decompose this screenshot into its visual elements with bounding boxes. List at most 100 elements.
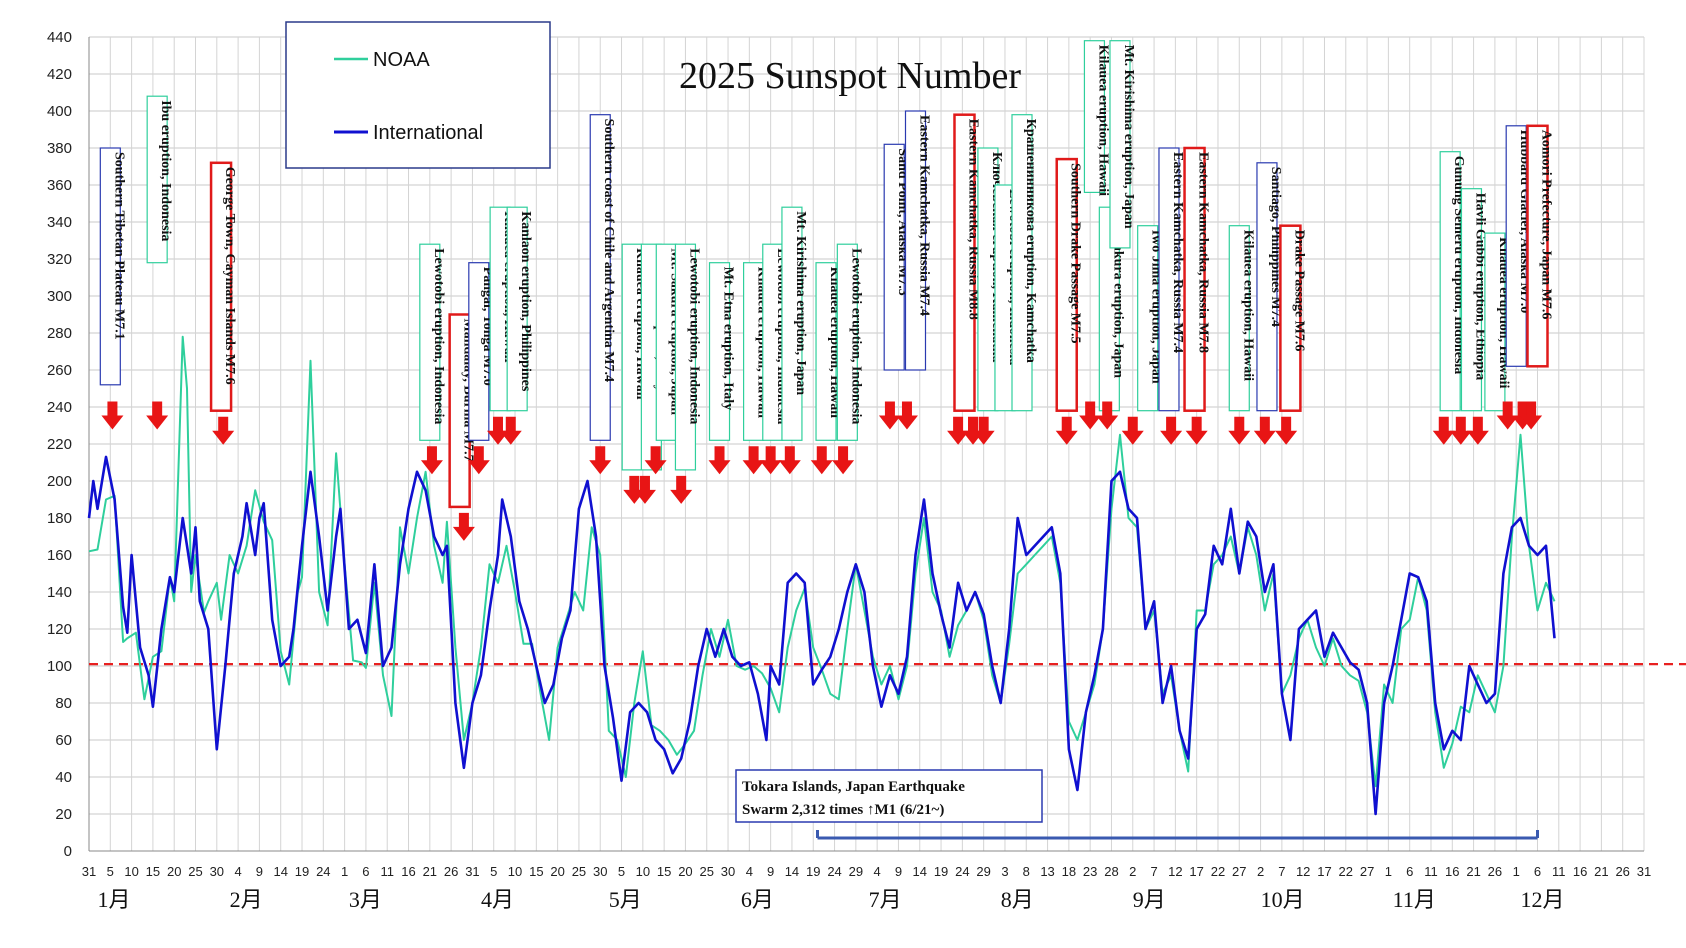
annotation-box <box>1109 40 1131 249</box>
y-tick-label: 60 <box>55 732 72 749</box>
y-tick-label: 120 <box>47 621 72 638</box>
y-tick-label: 240 <box>47 399 72 416</box>
legend-label-international: International <box>373 122 483 144</box>
annotation-arrow <box>1496 401 1519 430</box>
annotation-box <box>1183 146 1206 412</box>
y-tick-label: 320 <box>47 251 72 268</box>
annotation-30: Eastern Kamchatka, Russia M7.4 <box>1158 147 1185 445</box>
x-tick-label: 21 <box>1466 864 1480 879</box>
chart-grid <box>88 36 1645 852</box>
annotation-box <box>781 206 803 441</box>
x-tick-label: 9 <box>767 864 774 879</box>
annotation-arrow <box>972 416 995 445</box>
y-tick-label: 360 <box>47 177 72 194</box>
x-tick-label: 19 <box>934 864 948 879</box>
annotation-box <box>468 262 490 441</box>
annotation-arrow <box>1228 416 1251 445</box>
legend: NOAA International <box>285 21 551 169</box>
month-label: 7月 <box>869 887 902 912</box>
annotation-label: Mt. Etna eruption, Italy <box>721 267 736 411</box>
x-tick-label: 3 <box>1001 864 1008 879</box>
month-label: 5月 <box>609 887 642 912</box>
x-tick-label: 14 <box>785 864 799 879</box>
x-tick-label: 14 <box>273 864 287 879</box>
annotation-13: Mt. Etna eruption, Italy <box>708 262 736 475</box>
annotation-arrow <box>486 416 509 445</box>
x-tick-label: 21 <box>1594 864 1608 879</box>
y-tick-label: 40 <box>55 769 72 786</box>
annotation-box <box>1228 225 1250 412</box>
annotation-arrow <box>1096 401 1119 430</box>
annotation-box <box>1526 124 1549 368</box>
x-tick-label: 20 <box>550 864 564 879</box>
annotation-box <box>419 243 441 441</box>
annotation-label: Eastern Kamchatka, Russia M7.4 <box>916 115 931 316</box>
y-tick-label: 200 <box>47 473 72 490</box>
y-tick-label: 160 <box>47 547 72 564</box>
annotation-arrow <box>452 512 475 541</box>
annotation-label: Eastern Kamchatka, Russia M8.8 <box>965 119 980 320</box>
annotation-arrow <box>644 446 667 475</box>
annotation-arrow <box>467 446 490 475</box>
annotation-25: Southern Drake Passage M7.5 <box>1055 157 1083 445</box>
annotation-arrow <box>1449 416 1472 445</box>
x-tick-label: 12 <box>1168 864 1182 879</box>
x-tick-label: 15 <box>146 864 160 879</box>
y-tick-label: 420 <box>47 66 72 83</box>
x-tick-label: 10 <box>636 864 650 879</box>
annotation-arrow <box>420 446 443 475</box>
x-tick-label: 30 <box>721 864 735 879</box>
annotation-3: Lewotobi eruption, Indonesia <box>419 243 446 475</box>
annotation-32: Kilauea eruption, Hawaii <box>1228 225 1255 445</box>
annotation-arrow <box>1466 416 1489 445</box>
annotation-box <box>1279 224 1302 412</box>
month-label: 11月 <box>1393 887 1436 912</box>
annotation-arrow <box>810 446 833 475</box>
x-tick-label: 4 <box>874 864 881 879</box>
event-annotations: Southern Tibetan Plateau M7.1 Ibu eruptio… <box>99 40 1553 541</box>
annotation-box <box>1505 125 1527 367</box>
x-tick-label: 29 <box>976 864 990 879</box>
annotation-box <box>953 113 976 412</box>
annotation-box <box>589 114 611 441</box>
x-tick-label: 10 <box>124 864 138 879</box>
x-tick-label: 30 <box>593 864 607 879</box>
annotation-20: Eastern Kamchatka, Russia M7.4 <box>895 110 931 430</box>
annotation-arrow <box>759 446 782 475</box>
swarm-note-box <box>735 769 1043 823</box>
annotation-arrow <box>1253 416 1276 445</box>
annotation-label: Mt. Sakura eruption, Japan <box>1110 211 1125 378</box>
y-tick-label: 440 <box>47 29 72 46</box>
x-tick-label: 22 <box>1339 864 1353 879</box>
annotation-0: Southern Tibetan Plateau M7.1 <box>99 147 126 430</box>
x-tick-label: 7 <box>1150 864 1157 879</box>
annotation-8: Southern coast of Chile and Argentina M7… <box>589 114 616 475</box>
x-axis-ticks: 31 5 10 15 20 25 30 4 9 14 19 24 1 6 11 16 21 26 31 5 10 15 20… <box>82 864 1651 879</box>
x-tick-label: 22 <box>1211 864 1225 879</box>
x-tick-label: 6 <box>362 864 369 879</box>
annotation-box <box>815 262 837 441</box>
x-tick-label: 15 <box>657 864 671 879</box>
y-tick-label: 100 <box>47 658 72 675</box>
x-tick-label: 31 <box>82 864 96 879</box>
annotation-box <box>1137 225 1159 412</box>
annotation-label: Drake Passage M7.6 <box>1291 230 1306 352</box>
annotation-box <box>146 95 168 264</box>
annotation-arrow <box>778 446 801 475</box>
annotation-box <box>1158 147 1180 412</box>
data-series <box>87 335 1556 816</box>
month-label: 4月 <box>481 887 514 912</box>
x-tick-label: 14 <box>913 864 927 879</box>
annotation-label: Mt. Kirishima eruption, Japan <box>793 211 808 395</box>
annotation-label: Kanlaon eruption, Philippines <box>518 211 533 392</box>
annotation-label: Lewotobi eruption, Indonesia <box>848 248 863 424</box>
annotation-label: Крашенинникова eruption, Kamchatka <box>1023 119 1038 363</box>
annotation-label: Eastern Kamchatka, Russia M7.8 <box>1196 152 1211 353</box>
x-tick-label: 6 <box>1534 864 1541 879</box>
swarm-note: Tokara Islands, Japan Earthquake Swarm 2,… <box>735 769 1539 840</box>
x-tick-label: 25 <box>188 864 202 879</box>
annotation-arrow <box>1121 416 1144 445</box>
x-tick-label: 8 <box>1023 864 1030 879</box>
annotation-34: Drake Passage M7.6 <box>1275 224 1306 445</box>
